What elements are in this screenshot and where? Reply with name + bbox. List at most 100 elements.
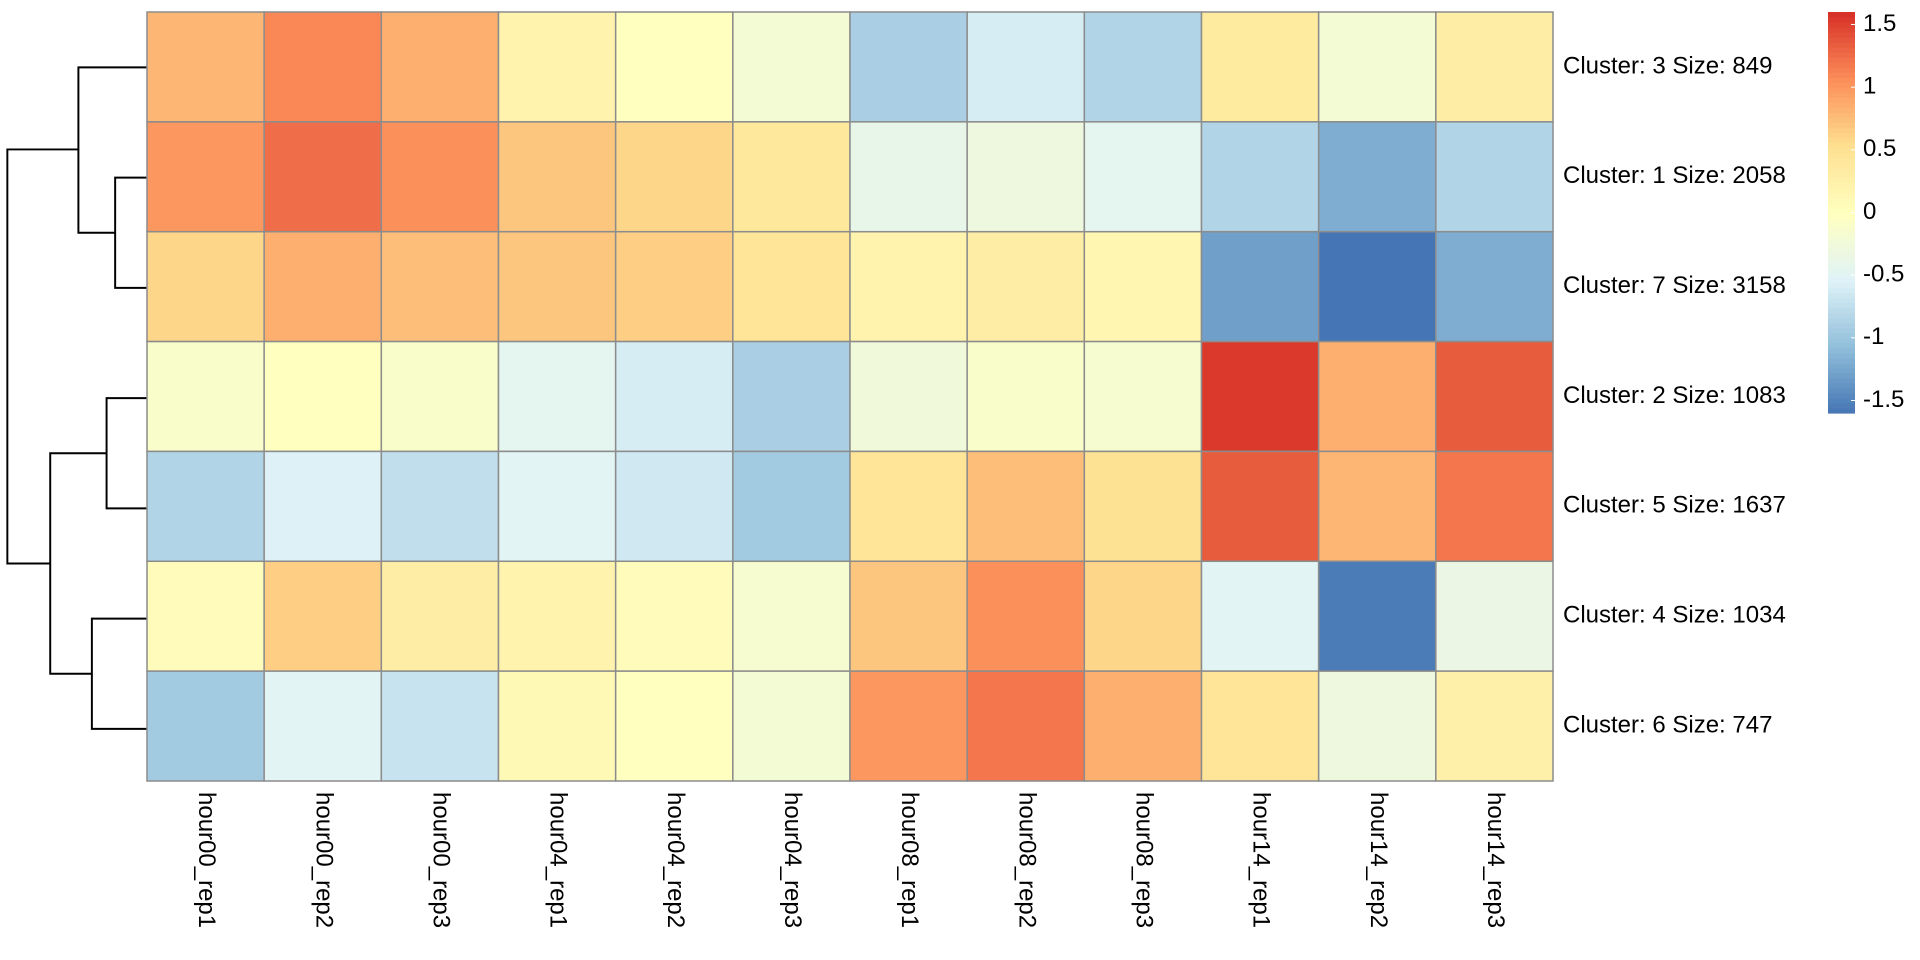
legend-swatch: [1828, 187, 1855, 194]
legend-swatch: [1828, 87, 1855, 93]
heatmap-cell: [146, 230, 265, 343]
legend-swatch: [1828, 112, 1855, 118]
legend-swatch: [1828, 292, 1855, 299]
legend-swatch: [1828, 287, 1855, 294]
legend-tick-label: -1: [1863, 323, 1884, 350]
heatmap-cell: [1200, 340, 1320, 453]
heatmap-cell: [380, 450, 500, 563]
heatmap-cell: [1435, 230, 1554, 343]
legend-swatch: [1828, 357, 1855, 364]
heatmap-cell: [1435, 560, 1554, 672]
heatmap-cell: [1317, 340, 1437, 453]
legend-swatch: [1828, 332, 1855, 339]
heatmap-cell: [614, 340, 734, 453]
heatmap-cell: [732, 121, 851, 233]
legend-swatch: [1828, 377, 1855, 384]
legend-swatch: [1828, 197, 1855, 204]
heatmap-cell: [497, 560, 617, 672]
legend-swatch: [1828, 107, 1855, 113]
legend-swatch: [1828, 372, 1855, 379]
legend-swatch: [1828, 387, 1855, 394]
heatmap-cell: [146, 560, 265, 672]
heatmap-cell: [1083, 560, 1203, 672]
legend-swatch: [1828, 17, 1855, 23]
heatmap-cell: [1083, 450, 1203, 563]
legend-swatch: [1828, 327, 1855, 334]
column-label: hour04_rep2: [662, 792, 689, 928]
legend-swatch: [1828, 312, 1855, 319]
heatmap-cell: [1083, 11, 1203, 123]
column-label: hour14_rep1: [1248, 792, 1275, 928]
heatmap-cell: [614, 450, 734, 563]
legend-swatch: [1828, 337, 1855, 344]
column-label: hour00_rep2: [310, 792, 337, 928]
column-label: hour00_rep1: [193, 792, 220, 928]
heatmap-cell: [497, 340, 617, 453]
heatmap-cell: [732, 11, 851, 123]
heatmap-cell: [380, 560, 500, 672]
legend-swatch: [1828, 67, 1855, 73]
heatmap-cell: [614, 670, 734, 782]
legend-swatch: [1828, 242, 1855, 249]
heatmap-cell: [1083, 121, 1203, 233]
legend-swatch: [1828, 247, 1855, 254]
column-label: hour14_rep2: [1365, 792, 1392, 928]
heatmap-cell: [1317, 11, 1437, 123]
heatmap-cell: [614, 560, 734, 672]
legend-tick-label: -0.5: [1863, 261, 1904, 288]
heatmap-cell: [380, 670, 500, 782]
legend-swatch: [1828, 37, 1855, 43]
column-label: hour00_rep3: [428, 792, 455, 928]
legend-swatch: [1828, 82, 1855, 88]
heatmap-cell: [497, 121, 617, 233]
legend-swatch: [1828, 402, 1855, 409]
legend-swatch: [1828, 207, 1855, 214]
heatmap-cell: [732, 230, 851, 343]
legend-swatch: [1828, 277, 1855, 284]
legend-swatch: [1828, 97, 1855, 103]
row-label: Cluster: 7 Size: 3158: [1563, 272, 1786, 299]
legend-swatch: [1828, 22, 1855, 28]
heatmap-cell: [380, 11, 500, 123]
column-label: hour08_rep2: [1013, 792, 1040, 928]
legend-swatch: [1828, 297, 1855, 304]
heatmap-cell: [146, 450, 265, 563]
heatmap-cell: [966, 121, 1086, 233]
legend-swatch: [1828, 202, 1855, 209]
heatmap-cell: [1200, 121, 1320, 233]
heatmap-cell: [380, 230, 500, 343]
heatmap-cell: [1317, 450, 1437, 563]
legend-swatch: [1828, 307, 1855, 314]
heatmap-cell: [849, 560, 968, 672]
column-label: hour14_rep3: [1482, 792, 1509, 928]
heatmap-cell: [1200, 670, 1320, 782]
legend-swatch: [1828, 102, 1855, 108]
legend-swatch: [1828, 322, 1855, 329]
legend-tick-label: 1: [1863, 73, 1876, 100]
legend-swatch: [1828, 192, 1855, 199]
heatmap-cell: [146, 340, 265, 453]
heatmap-cell: [732, 560, 851, 672]
heatmap-cell: [1200, 450, 1320, 563]
heatmap-cell: [849, 230, 968, 343]
heatmap-cell: [263, 121, 383, 233]
legend-tick-label: 0.5: [1863, 135, 1896, 162]
legend-swatch: [1828, 172, 1855, 179]
legend-swatch: [1828, 262, 1855, 269]
legend-swatch: [1828, 227, 1855, 234]
heatmap-cell: [1435, 121, 1554, 233]
legend-swatch: [1828, 127, 1855, 133]
heatmap-cell: [849, 450, 968, 563]
heatmap-cell: [849, 121, 968, 233]
legend-swatch: [1828, 182, 1855, 189]
heatmap-cell: [263, 670, 383, 782]
legend-swatch: [1828, 347, 1855, 354]
legend-swatch: [1828, 342, 1855, 349]
heatmap-cell: [1083, 230, 1203, 343]
legend-swatch: [1828, 42, 1855, 48]
heatmap-cell: [146, 121, 265, 233]
heatmap-cell: [849, 340, 968, 453]
legend-swatch: [1828, 147, 1855, 153]
legend-swatch: [1828, 132, 1855, 138]
row-label: Cluster: 6 Size: 747: [1563, 711, 1772, 738]
